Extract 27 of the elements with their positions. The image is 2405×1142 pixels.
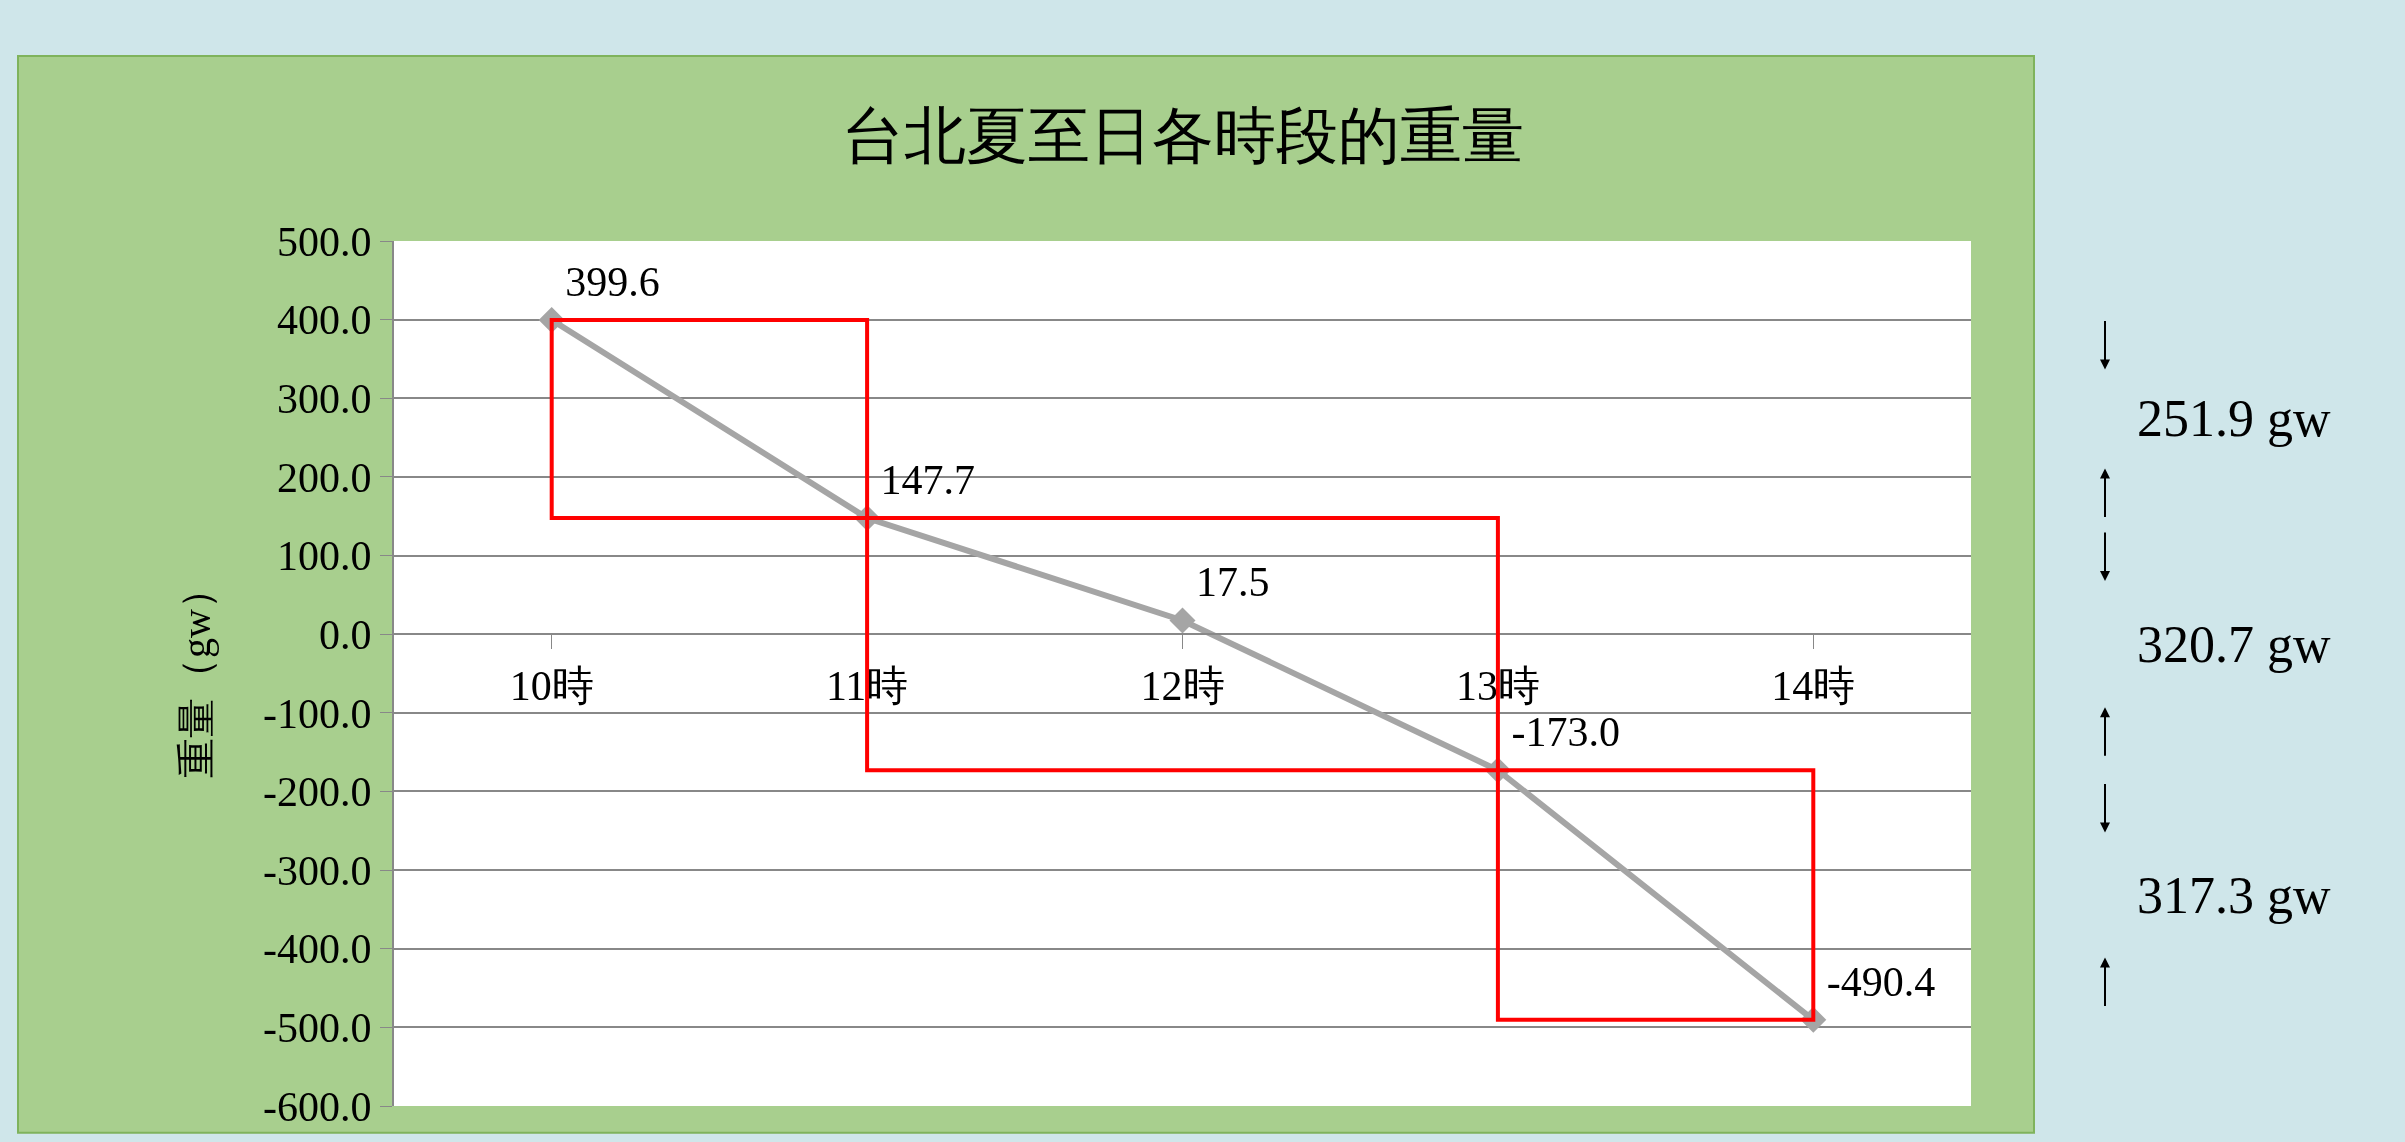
x-tick-label: 14時 <box>1771 662 1856 709</box>
data-label: 17.5 <box>1196 559 1270 606</box>
y-tick-label: 500.0 <box>277 218 372 265</box>
text: 320.7 gw <box>2137 616 2331 673</box>
x-tick-label: 12時 <box>1140 662 1225 709</box>
y-tick-label: -100.0 <box>263 690 372 737</box>
y-tick-label: 100.0 <box>277 533 372 580</box>
y-tick-label: -500.0 <box>263 1005 372 1052</box>
y-axis-title: 重量（gw） <box>174 569 220 778</box>
x-tick-label: 13時 <box>1455 662 1540 709</box>
y-tick-label: 0.0 <box>319 611 372 658</box>
y-tick-label: -200.0 <box>263 769 372 816</box>
text: 317.3 gw <box>2137 867 2331 924</box>
y-tick-label: -300.0 <box>263 847 372 894</box>
y-tick-label: -400.0 <box>263 926 372 973</box>
y-tick-label: -600.0 <box>263 1083 372 1130</box>
y-tick-label: 200.0 <box>277 454 372 501</box>
data-label: -173.0 <box>1511 709 1620 756</box>
chart-title: 台北夏至日各時段的重量 <box>841 101 1524 170</box>
y-tick-label: 400.0 <box>277 297 372 344</box>
y-tick-label: 300.0 <box>277 375 372 422</box>
data-label: 399.6 <box>565 258 660 305</box>
point <box>1169 607 1196 634</box>
data-label: 147.7 <box>880 457 976 504</box>
data-label: -490.4 <box>1826 958 1936 1005</box>
x-tick-label: 10時 <box>509 662 594 709</box>
text: 251.9 gw <box>2137 390 2331 447</box>
